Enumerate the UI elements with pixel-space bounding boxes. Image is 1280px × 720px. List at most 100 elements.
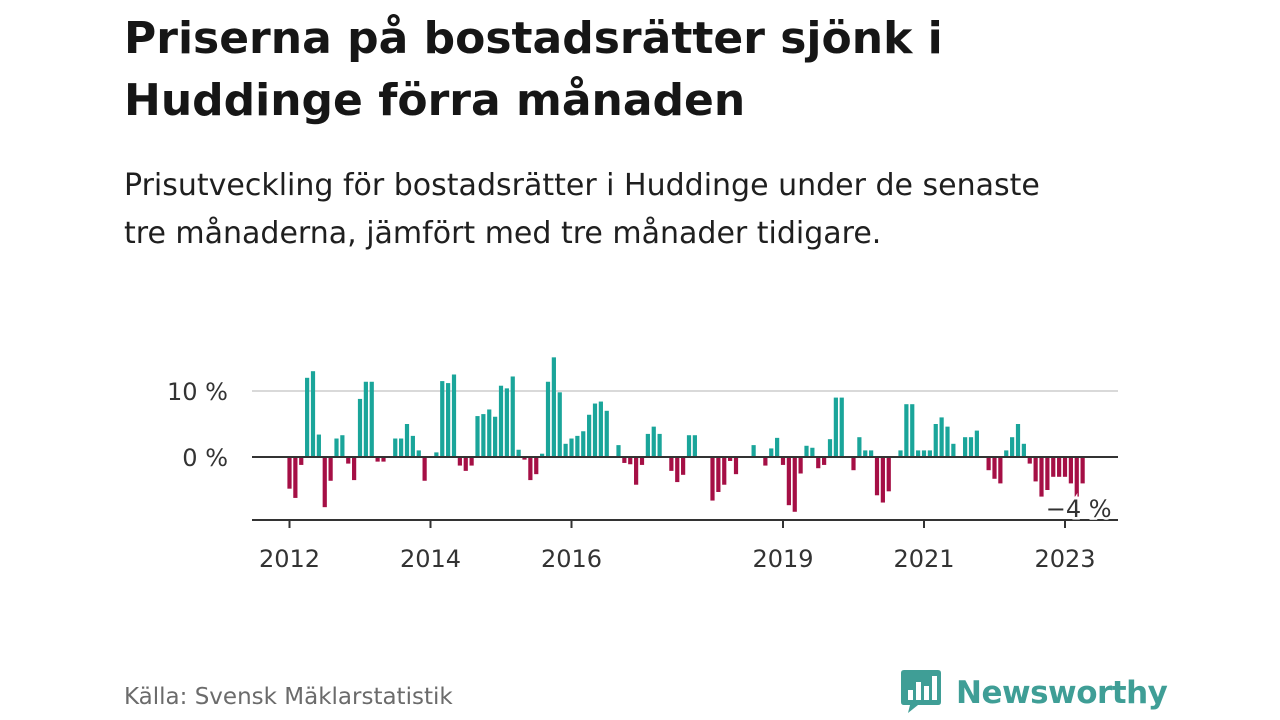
bar [516,449,521,457]
x-tick-label: 2021 [893,545,954,573]
bar [522,457,527,460]
bar [939,417,944,457]
bar [381,457,386,462]
bar [763,457,768,466]
bar [1074,457,1079,497]
bar [551,357,556,457]
bar [422,457,427,481]
x-tick-label: 2023 [1034,545,1095,573]
bar [810,447,815,457]
y-axis-labels: 0 % 10 % [167,378,228,472]
bar [393,438,398,457]
bar [733,457,739,475]
bar [346,457,351,464]
bar [916,450,921,457]
bar [352,457,357,481]
x-axis-labels: 2012 2014 2016 2019 2021 2023 [259,520,1096,573]
bar [1045,457,1050,490]
bar [998,457,1003,484]
bar [504,388,509,457]
bar [780,457,786,465]
x-tick-label: 2014 [400,545,461,573]
bar [622,457,627,463]
bar [634,457,639,485]
bar [1039,457,1044,497]
bar [927,450,932,457]
bar [639,457,645,465]
bar [716,457,721,492]
bar [945,426,950,457]
bar [528,457,533,481]
bar [880,457,885,503]
bar [992,457,997,479]
bar [1010,437,1015,457]
bar [534,457,539,475]
axes [252,456,1118,521]
bar [587,414,592,457]
bar [863,450,868,457]
bar [804,445,809,457]
bar [669,457,674,471]
bars [287,357,1085,512]
bar [1004,450,1009,457]
bar [986,457,991,471]
bar [416,450,421,457]
bar [375,457,380,462]
x-tick-label: 2019 [752,545,813,573]
bar [575,435,580,457]
bar [287,457,292,489]
chart-title: Priserna på bostadsrätter sjönk i Huddin… [124,13,943,126]
y-tick-label: 10 % [167,378,228,406]
bar [886,457,891,492]
bar [446,383,451,457]
bar [686,435,692,457]
bar [827,439,833,457]
bar [592,403,598,457]
bar [775,437,780,457]
bar [675,457,680,483]
bar [839,397,844,457]
bar [498,385,504,457]
bar [316,434,321,457]
bar [305,377,310,457]
bar [540,453,545,457]
x-tick-label: 2016 [541,545,602,573]
bar [299,457,304,465]
bar [645,433,650,457]
bar [710,457,715,501]
bar [357,398,363,457]
bar [581,431,586,457]
bar [563,443,568,457]
bar [340,435,345,457]
bar [310,371,316,457]
bar [475,416,480,457]
bar [857,437,862,457]
bar [545,381,551,457]
newsworthy-bar-chart-icon [900,668,942,718]
bar [487,409,492,457]
bar [792,457,797,512]
bar [510,376,515,457]
bar [851,457,856,471]
bar [963,437,968,457]
bar [369,381,374,457]
bar [722,457,727,485]
bar [1062,457,1068,477]
bar [451,374,457,457]
bar [869,450,874,457]
bar [1027,457,1032,464]
bar [951,443,956,457]
bar [322,457,327,508]
bar [569,438,574,457]
bar [463,457,468,471]
bar [786,457,791,506]
bar-chart: 0 % 10 % 2012 2014 2016 2019 2021 2023 −4 % [167,357,1118,573]
bar [751,445,756,457]
bar [933,424,938,457]
bar [728,457,733,461]
bar [651,426,656,457]
brand-logo[interactable]: Newsworthy [900,668,1168,718]
bar [493,416,498,457]
bar [440,381,445,457]
bar [1068,457,1073,484]
